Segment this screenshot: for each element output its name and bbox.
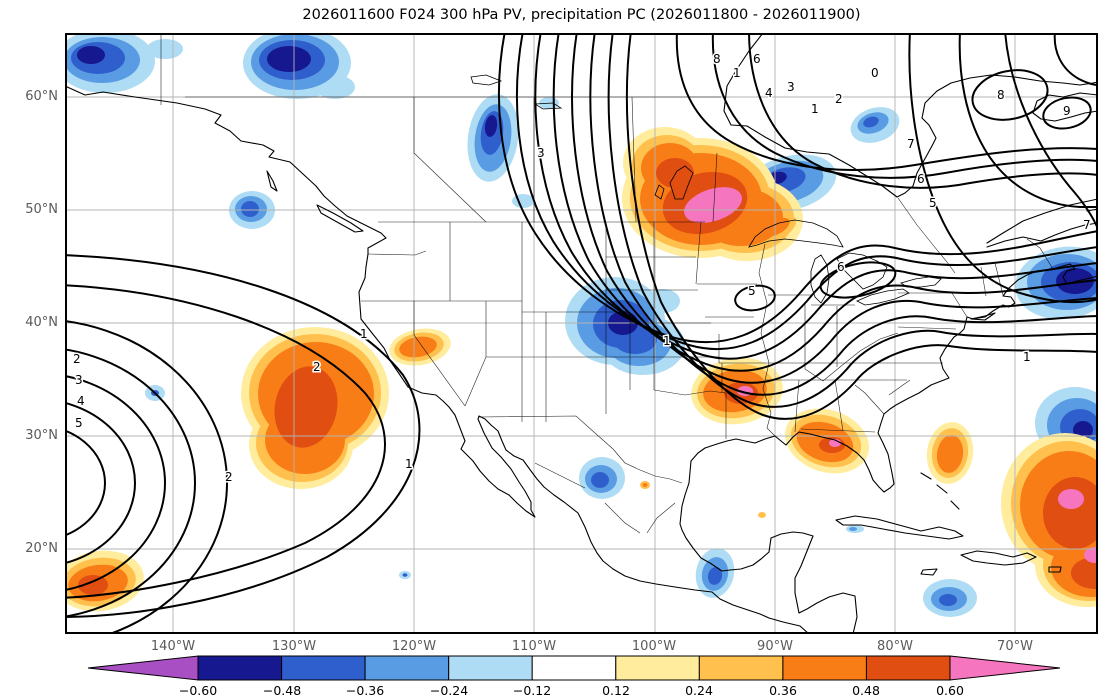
colorbar-tick-label: 0.12 [602, 683, 630, 698]
contour-label: 6 [917, 172, 925, 186]
colorbar-tick-label: −0.36 [345, 683, 385, 698]
contour-label: 5 [929, 196, 937, 210]
x-tick-label: 100°W [631, 639, 677, 654]
contour-label: 4 [77, 394, 85, 408]
islands [266, 170, 1062, 576]
contour-label: 1 [733, 66, 741, 80]
x-tick-label: 80°W [877, 639, 913, 654]
contour-label: 6 [837, 260, 845, 274]
positive-anomaly-atlantic-oval [926, 422, 974, 484]
map-canvas: 1 2 2 3 4 5 2 1 3 1 8 1 6 4 3 1 2 0 7 6 … [65, 33, 1098, 634]
colorbar-extend-right [949, 655, 1061, 681]
negative-anomaly-plains [565, 277, 685, 375]
contour-label: 2 [835, 92, 843, 106]
contour-label: 3 [537, 146, 545, 160]
contour-label: 3 [787, 80, 795, 94]
contour-label: 2 [313, 360, 321, 374]
colorbar-tick-label: −0.60 [178, 683, 218, 698]
coastline-pacific [65, 85, 810, 634]
colorbar-segment [448, 655, 533, 681]
negative-anomaly-alaska [65, 33, 183, 93]
contour-label: 0 [871, 66, 879, 80]
colorbar-tick-label: −0.12 [512, 683, 552, 698]
colorbar-tick-label: −0.24 [429, 683, 469, 698]
contour-label: 2 [225, 470, 233, 484]
x-tick-label: 130°W [271, 639, 317, 654]
positive-anomaly-dots [640, 481, 766, 518]
contour-label: 7 [907, 137, 915, 151]
colorbar [87, 655, 1061, 681]
y-tick-label: 30°N [25, 428, 58, 443]
positive-anomaly-southwest-atlantic [1001, 433, 1098, 607]
colorbar-segment [197, 655, 283, 681]
negative-anomaly-caribbean [846, 525, 977, 617]
colorbar-tick-label: 0.60 [936, 683, 964, 698]
positive-anomaly-manitoba [622, 127, 803, 261]
colorbar-segment [531, 655, 617, 681]
colorbar-segment [364, 655, 450, 681]
contour-label: 4 [765, 86, 773, 100]
positive-anomaly-florida [784, 408, 870, 474]
colorbar-tick-label: 0.48 [852, 683, 880, 698]
contour-label: 1 [663, 334, 671, 348]
negative-anomaly-mexico [579, 457, 735, 598]
colorbar-segment [865, 655, 951, 681]
x-tick-label: 140°W [150, 639, 196, 654]
contour-label: 1 [405, 457, 413, 471]
colorbar-segment [782, 655, 868, 681]
colorbar-tick-label: −0.48 [262, 683, 302, 698]
x-tick-label: 120°W [391, 639, 437, 654]
coastline-hudson-stlawrence [723, 33, 1098, 248]
x-tick-label: 110°W [511, 639, 557, 654]
shaded-anomalies [65, 33, 1098, 617]
contour-label: 9 [1063, 104, 1071, 118]
colorbar-tick-label: 0.24 [685, 683, 713, 698]
colorbar-tick-label: 0.36 [769, 683, 797, 698]
map-frame [65, 33, 1098, 634]
contour-label: 2 [73, 352, 81, 366]
y-tick-label: 60°N [25, 89, 58, 104]
colorbar-extend-left [87, 655, 199, 681]
contour-label: 6 [753, 52, 761, 66]
chart-title: 2026011600 F024 300 hPa PV, precipitatio… [302, 7, 861, 23]
x-tick-label: 90°W [757, 639, 793, 654]
y-tick-label: 40°N [25, 315, 58, 330]
contour-label: 5 [748, 284, 756, 298]
coastlines [65, 33, 1098, 634]
contour-label: 1 [1023, 350, 1031, 364]
coastline-gulf-atlantic [679, 263, 1098, 634]
colorbar-segment [281, 655, 366, 681]
contour-label: 1 [360, 327, 368, 341]
y-tick-label: 50°N [25, 202, 58, 217]
contour-label: 8 [713, 52, 721, 66]
positive-anomaly-pacific [241, 327, 389, 489]
colorbar-segment [698, 655, 784, 681]
negative-anomaly-yukon [243, 33, 355, 99]
negative-anomaly-hudson-east [850, 107, 900, 143]
contour-label: 5 [75, 416, 83, 430]
contour-labels-group: 1 2 2 3 4 5 2 1 3 1 8 1 6 4 3 1 2 0 7 6 … [72, 51, 1093, 486]
x-tick-label: 70°W [997, 639, 1033, 654]
y-tick-label: 20°N [25, 541, 58, 556]
contour-label: 3 [75, 373, 83, 387]
contour-label: 1 [811, 102, 819, 116]
positive-anomaly-great-basin [389, 328, 451, 366]
colorbar-segment [615, 655, 700, 681]
contour-label: 7 [1083, 218, 1091, 232]
contour-label: 8 [997, 88, 1005, 102]
positive-anomaly-tropical-pacific [65, 550, 144, 612]
pv-contours [65, 33, 1098, 634]
